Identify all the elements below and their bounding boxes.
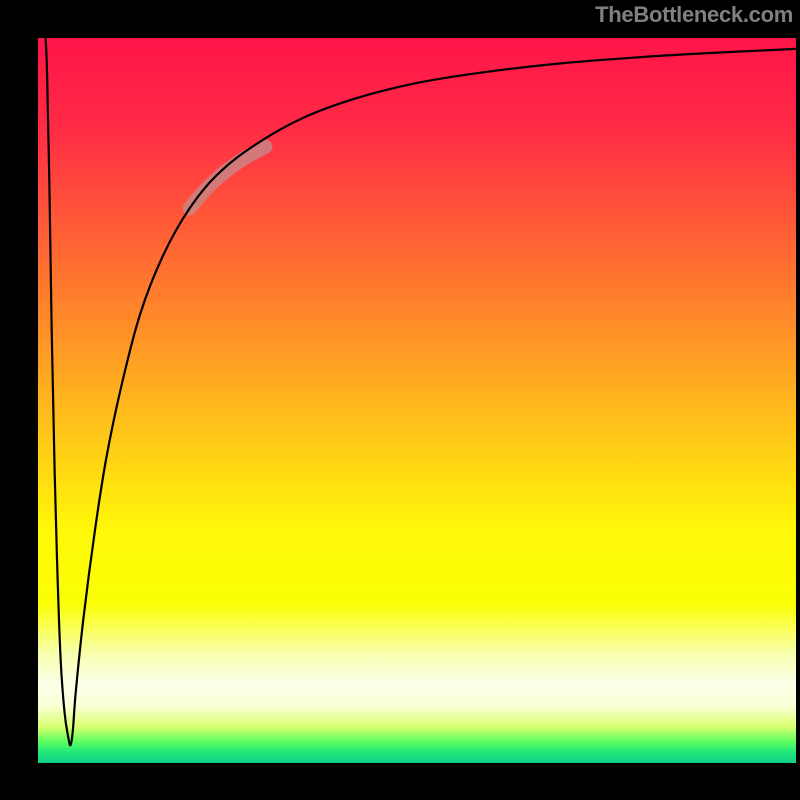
- gradient-background: [38, 38, 796, 763]
- plot-area: [38, 38, 796, 763]
- y-axis-border: [0, 0, 38, 800]
- chart-container: TheBottleneck.com: [0, 0, 800, 800]
- x-axis-border: [0, 763, 800, 800]
- right-border: [796, 0, 800, 800]
- watermark-text: TheBottleneck.com: [595, 2, 793, 28]
